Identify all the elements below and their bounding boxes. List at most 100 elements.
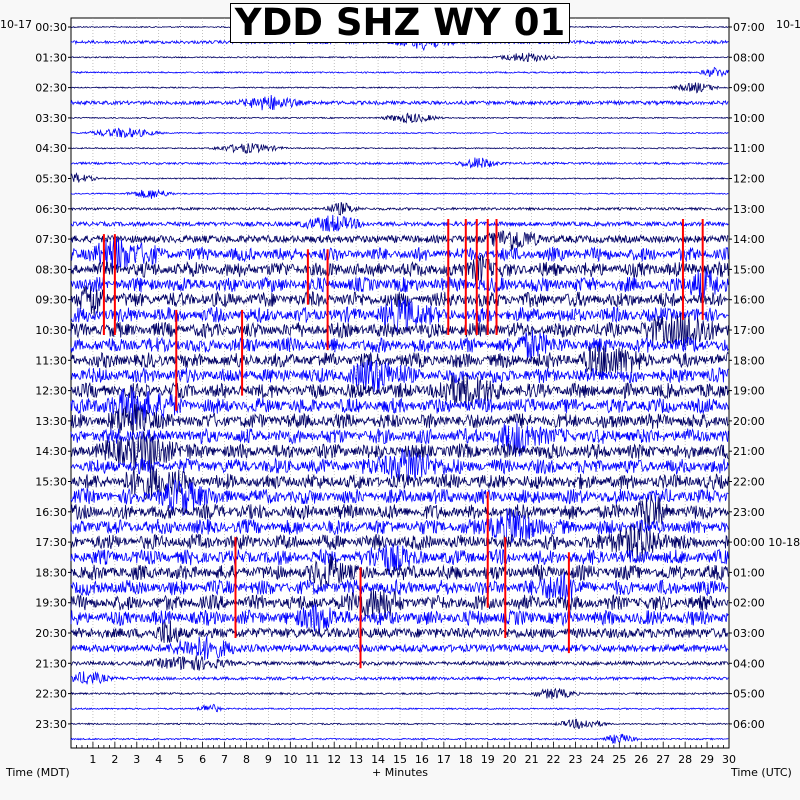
left-time-tick-label: 00:30 xyxy=(35,21,67,34)
minute-tick-label: 3 xyxy=(133,753,140,766)
trace-row xyxy=(70,284,729,317)
minute-tick-label: 22 xyxy=(547,753,561,766)
right-time-tick-label: 19:00 xyxy=(733,385,765,398)
right-time-tick-label: 10:00 xyxy=(733,112,765,125)
trace-row xyxy=(70,687,729,700)
right-time-tick-label: 06:00 xyxy=(733,718,765,731)
left-time-tick-label: 02:30 xyxy=(35,82,67,95)
left-time-tick-label: 07:30 xyxy=(35,233,67,246)
trace-row xyxy=(70,572,729,603)
minute-tick-label: 10 xyxy=(283,753,297,766)
plot-area xyxy=(70,17,730,749)
right-time-tick-label: 13:00 xyxy=(733,203,765,216)
minute-tick-label: 26 xyxy=(634,753,648,766)
minute-tick-label: 9 xyxy=(265,753,272,766)
minute-tick-label: 7 xyxy=(221,753,228,766)
right-time-tick-label: 09:00 xyxy=(733,82,765,95)
right-time-tick-label: 23:00 xyxy=(733,506,765,519)
minute-tick-label: 13 xyxy=(349,753,363,766)
right-time-tick-label: 01:00 xyxy=(733,566,765,579)
start-date-label: 10-17 xyxy=(0,18,32,31)
trace-row xyxy=(70,143,729,154)
right-time-tick-label: 04:00 xyxy=(733,657,765,670)
x-axis-label: + Minutes xyxy=(372,766,429,779)
right-time-tick-label: 07:00 xyxy=(733,21,765,34)
right-time-tick-label: 17:00 xyxy=(733,324,765,337)
minute-axis: 1 2 3 4 5 6 7 8 9 10 11 12 13 14 15 16 17 18 19 20 21 22 23 24 2… xyxy=(70,742,736,766)
end-date-label: 10-1 xyxy=(776,18,800,31)
left-time-tick-label: 06:30 xyxy=(35,203,67,216)
trace-row xyxy=(70,66,729,78)
right-time-tick-label: 05:00 xyxy=(733,688,765,701)
right-axis-label: Time (UTC) xyxy=(731,766,792,779)
trace-row xyxy=(70,635,729,661)
right-time-axis: 07:00 08:00 09:00 10:00 11:00 12:00 13:00 14:00… xyxy=(729,21,800,731)
left-time-tick-label: 08:30 xyxy=(35,263,67,276)
trace-row xyxy=(70,329,729,362)
minute-tick-label: 14 xyxy=(371,753,385,766)
trace-row xyxy=(70,703,729,713)
left-time-tick-label: 15:30 xyxy=(35,476,67,489)
left-time-tick-label: 22:30 xyxy=(35,688,67,701)
left-axis-label: Time (MDT) xyxy=(6,766,70,779)
minute-tick-label: 1 xyxy=(89,753,96,766)
trace-row xyxy=(70,254,729,283)
minute-tick-label: 5 xyxy=(177,753,184,766)
trace-row xyxy=(70,172,729,183)
left-time-tick-label: 04:30 xyxy=(35,142,67,155)
trace-row xyxy=(70,431,729,471)
trace-row xyxy=(70,94,729,111)
left-time-tick-label: 14:30 xyxy=(35,445,67,458)
left-time-tick-label: 17:30 xyxy=(35,536,67,549)
trace-row xyxy=(70,112,729,124)
trace-row xyxy=(70,733,729,744)
trace-row xyxy=(70,312,729,348)
minute-tick-label: 20 xyxy=(503,753,517,766)
trace-row xyxy=(70,589,729,620)
right-time-tick-label: 16:00 xyxy=(733,294,765,307)
trace-row xyxy=(70,718,729,730)
left-time-axis: 00:30 01:30 02:30 03:30 04:30 05:30 06:30 07:30… xyxy=(35,21,71,731)
trace-row xyxy=(70,127,729,139)
minute-tick-label: 2 xyxy=(111,753,118,766)
minute-tick-label: 27 xyxy=(656,753,670,766)
trace-row xyxy=(70,603,729,635)
minute-tick-label: 25 xyxy=(612,753,626,766)
trace-row xyxy=(70,157,729,169)
trace-row xyxy=(70,82,729,94)
seismic-traces xyxy=(70,22,729,744)
left-time-tick-label: 09:30 xyxy=(35,294,67,307)
minute-tick-label: 4 xyxy=(155,753,162,766)
minute-tick-label: 12 xyxy=(327,753,341,766)
minute-tick-label: 18 xyxy=(459,753,473,766)
trace-row xyxy=(70,298,729,333)
left-time-tick-label: 05:30 xyxy=(35,173,67,186)
minute-tick-label: 8 xyxy=(243,753,250,766)
right-time-tick-label: 15:00 xyxy=(733,263,765,276)
minute-tick-label: 19 xyxy=(481,753,495,766)
trace-row xyxy=(70,554,729,589)
minute-tick-label: 17 xyxy=(437,753,451,766)
right-time-tick-label: 22:00 xyxy=(733,476,765,489)
trace-row xyxy=(70,620,729,643)
left-time-tick-label: 21:30 xyxy=(35,657,67,670)
right-time-tick-label: 21:00 xyxy=(733,445,765,458)
minute-tick-label: 21 xyxy=(525,753,539,766)
trace-row xyxy=(70,237,729,272)
left-time-tick-label: 01:30 xyxy=(35,51,67,64)
minute-tick-label: 23 xyxy=(568,753,582,766)
minute-tick-label: 29 xyxy=(700,753,714,766)
minute-tick-label: 6 xyxy=(199,753,206,766)
right-time-tick-label: 11:00 xyxy=(733,142,765,155)
trace-row xyxy=(70,359,729,394)
trace-row xyxy=(70,374,729,408)
left-time-tick-label: 12:30 xyxy=(35,385,67,398)
trace-row xyxy=(70,494,729,529)
minute-tick-label: 30 xyxy=(722,753,736,766)
trace-row xyxy=(70,230,729,251)
right-time-tick-label: 20:00 xyxy=(733,415,765,428)
minute-tick-label: 24 xyxy=(590,753,604,766)
right-time-tick-label: 12:00 xyxy=(733,173,765,186)
trace-row xyxy=(70,479,729,517)
